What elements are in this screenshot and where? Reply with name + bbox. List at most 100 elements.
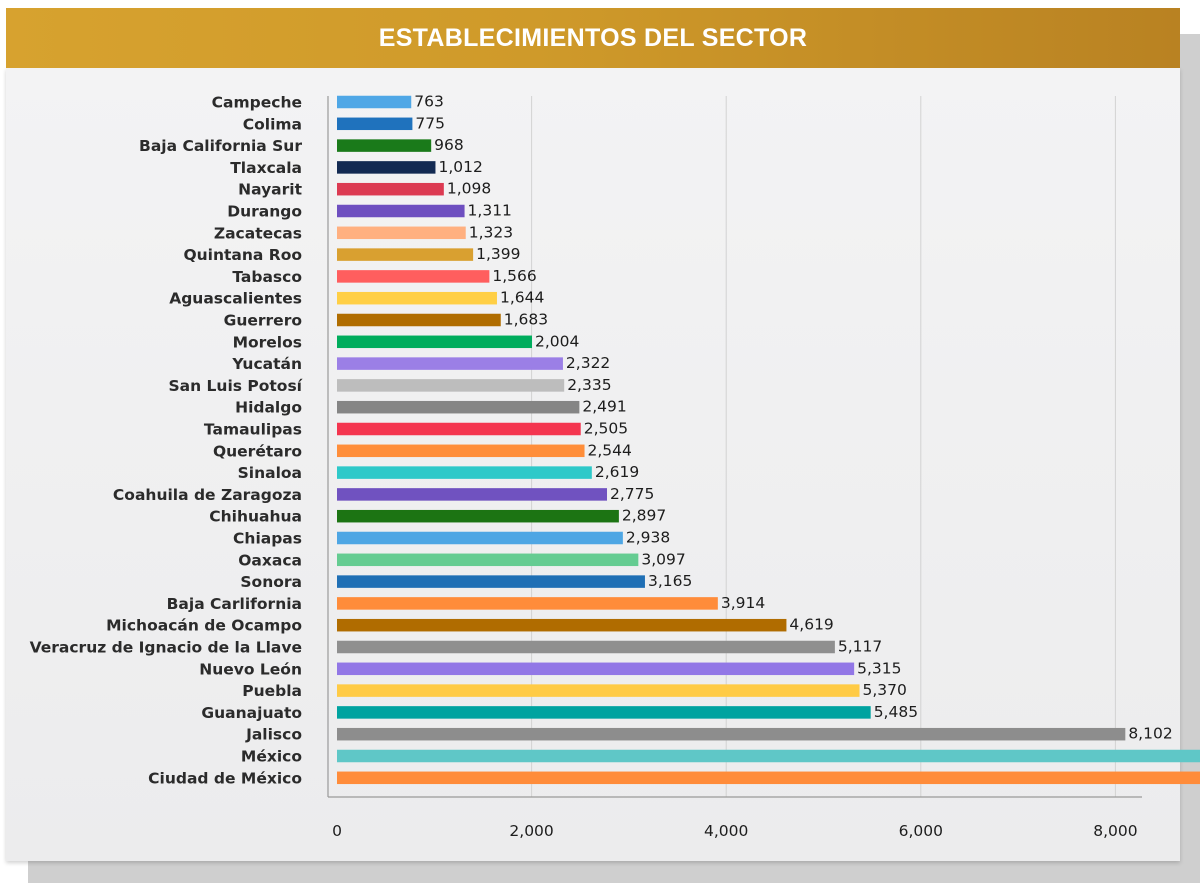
category-label: Oaxaca: [238, 551, 302, 569]
bar: [337, 204, 465, 218]
category-label: Colima: [243, 115, 302, 133]
bar: [337, 684, 860, 697]
category-label: Yucatán: [231, 355, 302, 373]
bar: [337, 531, 623, 545]
value-label: 5,370: [863, 681, 907, 699]
value-label: 1,644: [500, 289, 544, 307]
value-label: 1,566: [492, 267, 536, 285]
bar: [337, 727, 1126, 741]
value-label: 3,914: [721, 594, 765, 612]
category-label: Sonora: [240, 573, 302, 591]
category-label: Nuevo León: [199, 660, 302, 678]
bar: [337, 335, 532, 349]
category-label: Sinaloa: [238, 464, 302, 482]
bar: [337, 422, 581, 436]
bar: [337, 139, 432, 152]
category-label: México: [241, 748, 302, 766]
x-tick-label: 6,000: [899, 822, 943, 840]
axes: [327, 96, 1142, 798]
value-label: 4,619: [789, 616, 833, 634]
value-label: 763: [414, 93, 444, 111]
category-label: Querétaro: [213, 442, 302, 460]
bar: [337, 706, 871, 719]
x-tick-label: 0: [332, 822, 342, 840]
category-label: Ciudad de México: [148, 769, 302, 787]
bar: [337, 466, 592, 479]
value-label: 775: [415, 114, 445, 132]
value-label: 2,938: [626, 529, 670, 547]
category-label: Hidalgo: [235, 399, 302, 417]
value-label: 2,505: [584, 420, 628, 438]
category-label: San Luis Potosí: [168, 377, 302, 395]
title-banner: ESTABLECIMIENTOS DEL SECTOR: [6, 8, 1180, 68]
value-label: 1,323: [469, 223, 513, 241]
category-label: Jalisco: [245, 726, 302, 744]
bar: [337, 488, 608, 501]
value-label: 2,619: [595, 463, 639, 481]
bar: [337, 379, 565, 392]
value-label: 5,485: [874, 703, 918, 721]
bar: [337, 400, 580, 414]
category-label: Chihuahua: [209, 508, 302, 526]
category-label: Tabasco: [232, 268, 302, 286]
category-label: Tamaulipas: [204, 421, 302, 439]
bar: [337, 357, 563, 370]
value-label: 2,491: [582, 398, 626, 416]
value-label: 2,335: [567, 376, 611, 394]
x-tick-label: 4,000: [704, 822, 748, 840]
category-label: Chiapas: [233, 530, 302, 548]
value-label: 2,322: [566, 354, 610, 372]
category-label: Puebla: [242, 682, 302, 700]
value-label: 8,102: [1128, 725, 1172, 743]
x-axis-ticks: 02,0004,0006,0008,00010,00012,00014,0001…: [332, 822, 1138, 840]
category-label: Campeche: [212, 94, 302, 112]
value-label: 1,012: [438, 158, 482, 176]
value-label: 2,897: [622, 507, 666, 525]
bar: [337, 640, 835, 654]
value-label: 968: [434, 136, 464, 154]
bar: [337, 161, 436, 174]
bar: [337, 662, 855, 676]
category-label: Morelos: [233, 333, 302, 351]
bar: [337, 618, 787, 632]
category-label: Quintana Roo: [183, 246, 302, 264]
category-label: Guerrero: [224, 312, 302, 330]
bar: [337, 749, 1200, 763]
value-label: 1,399: [476, 245, 520, 263]
bar: [337, 248, 474, 261]
bar: [337, 509, 619, 523]
bar: [337, 553, 639, 567]
bar: [337, 95, 412, 109]
value-label: 3,097: [641, 550, 685, 568]
bars: [337, 95, 1200, 785]
category-label: Baja Carlifornia: [167, 595, 302, 613]
bar: [337, 575, 645, 588]
value-label: 1,098: [447, 180, 491, 198]
bar: [337, 226, 466, 240]
category-label: Guanajuato: [201, 704, 302, 722]
value-label: 1,311: [468, 202, 512, 220]
value-label: 2,544: [588, 441, 632, 459]
category-labels: Campeche Colima Baja California Sur Tlaxcal…: [30, 94, 303, 788]
category-label: Veracruz de Ignacio de la Llave: [30, 639, 302, 657]
bar: [337, 291, 497, 305]
category-label: Zacatecas: [214, 224, 302, 242]
bar: [337, 771, 1200, 785]
category-label: Coahuila de Zaragoza: [113, 486, 302, 504]
x-tick-label: 8,000: [1093, 822, 1137, 840]
category-label: Durango: [227, 203, 302, 221]
category-label: Michoacán de Ocampo: [106, 617, 302, 635]
category-label: Tlaxcala: [230, 159, 302, 177]
bar: [337, 597, 718, 610]
value-label: 5,117: [838, 638, 882, 656]
value-label: 2,775: [610, 485, 654, 503]
value-label: 3,165: [648, 572, 692, 590]
category-label: Aguascalientes: [169, 290, 302, 308]
category-label: Nayarit: [238, 181, 302, 199]
chart-title: ESTABLECIMIENTOS DEL SECTOR: [378, 23, 808, 52]
x-tick-label: 2,000: [509, 822, 553, 840]
value-label: 5,315: [857, 659, 901, 677]
bar: [337, 313, 501, 327]
bar: [337, 270, 490, 283]
